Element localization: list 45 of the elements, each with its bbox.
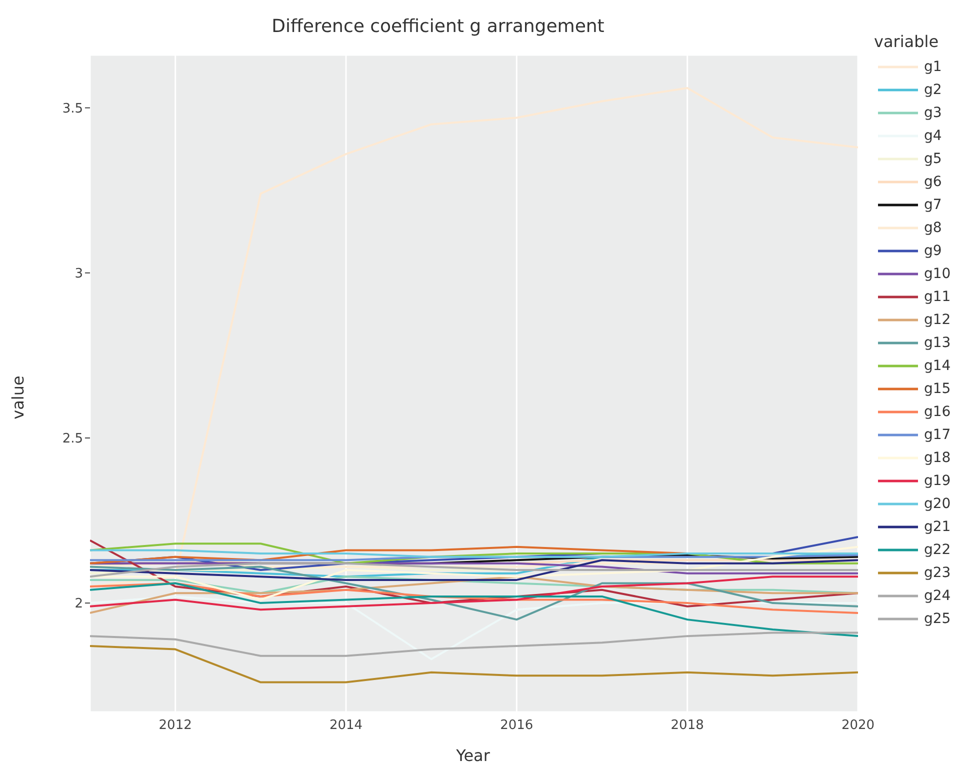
legend-label: g17 (924, 426, 951, 442)
legend-label: g25 (924, 610, 951, 626)
legend-label: g20 (924, 496, 951, 512)
x-tick-label: 2018 (670, 718, 704, 734)
y-tick-label: 3 (74, 266, 83, 282)
legend-label: g4 (924, 128, 942, 144)
x-tick-label: 2016 (500, 718, 534, 734)
legend-label: g23 (924, 564, 951, 580)
line-series (90, 582, 858, 614)
line-series (90, 539, 858, 608)
legend-label: g1 (924, 58, 942, 74)
legend-label: g7 (924, 196, 942, 212)
legend-label: g22 (924, 542, 951, 558)
legend-label: g8 (924, 220, 942, 236)
line-series (90, 87, 858, 588)
legend-label: g13 (924, 334, 951, 350)
line-series (90, 632, 858, 657)
legend-label: g2 (924, 82, 942, 98)
x-tick-label: 2012 (158, 718, 192, 734)
legend-label: g24 (924, 588, 951, 604)
legend-label: g10 (924, 266, 951, 282)
legend-label: g18 (924, 450, 951, 466)
y-axis-title: value (8, 376, 28, 420)
y-tick-label: 2.5 (62, 432, 83, 447)
legend-label: g14 (924, 358, 951, 374)
chart-title: Difference coefficient g arrangement (270, 16, 606, 37)
legend-title: variable (874, 32, 940, 51)
legend-label: g19 (924, 472, 951, 488)
line-series (90, 566, 858, 621)
line-series (90, 644, 858, 684)
legend-label: g6 (924, 174, 942, 190)
legend-label: g11 (924, 288, 951, 304)
legend-label: g5 (924, 150, 942, 166)
line-series (90, 582, 858, 638)
legend-label: g15 (924, 380, 951, 396)
x-axis-title: Year (455, 746, 491, 765)
legend-label: g3 (924, 104, 942, 120)
y-tick-label: 2 (74, 596, 83, 612)
legend-label: g9 (924, 242, 942, 258)
y-tick-label: 3.5 (62, 101, 83, 116)
x-tick-label: 2020 (841, 718, 875, 734)
x-tick-label: 2014 (329, 718, 363, 734)
legend-label: g16 (924, 404, 951, 420)
legend-label: g12 (924, 312, 951, 328)
legend-label: g21 (924, 518, 951, 534)
